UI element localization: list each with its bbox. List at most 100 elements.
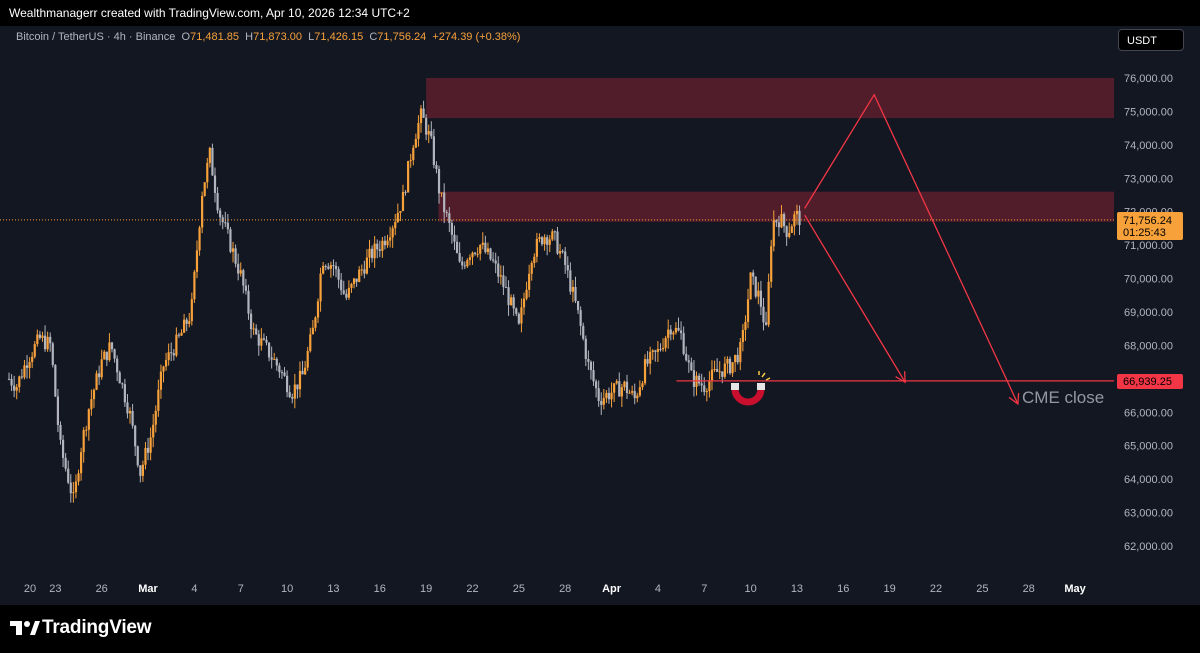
- candle-body: [365, 257, 369, 274]
- high-value: 71,873.00: [253, 31, 303, 43]
- current-price-value: 71,756.24: [1123, 215, 1172, 227]
- candle-body: [633, 391, 636, 399]
- candle-body: [734, 354, 737, 363]
- candle-body: [613, 383, 616, 393]
- candle-body: [262, 338, 266, 340]
- candle: [368, 239, 371, 268]
- currency-selector-button[interactable]: USDT: [1118, 29, 1184, 51]
- candle: [92, 388, 96, 408]
- candle: [159, 364, 163, 399]
- candle: [497, 256, 500, 283]
- candle: [574, 276, 577, 304]
- candle: [46, 331, 49, 352]
- candle: [455, 235, 459, 254]
- price-tick-label: 62,000.00: [1124, 541, 1173, 553]
- candle: [221, 214, 224, 230]
- candle-body: [752, 272, 755, 277]
- candle-body: [319, 273, 322, 302]
- candle: [651, 349, 654, 360]
- candle-body: [649, 351, 652, 364]
- candle-body: [468, 257, 472, 261]
- candle: [507, 280, 510, 316]
- candle-body: [363, 269, 366, 274]
- candle: [177, 332, 181, 338]
- candle-body: [576, 301, 580, 311]
- price-chart[interactable]: 62,000.00 63,000.00 64,000.00 65,000.00 66,0…: [0, 26, 1200, 605]
- candle-body: [31, 356, 34, 363]
- candle: [716, 358, 719, 372]
- candle-body: [260, 338, 263, 346]
- price-axis[interactable]: 62,000.00 63,000.00 64,000.00 65,000.00 66,0…: [1124, 73, 1173, 553]
- candle-body: [293, 384, 296, 399]
- candle-body: [484, 242, 487, 253]
- candle-body: [239, 270, 242, 274]
- candle: [87, 408, 90, 441]
- time-tick-label: 26: [96, 583, 108, 595]
- symbol-legend: Bitcoin / TetherUS · 4h · Binance O71,48…: [16, 31, 520, 43]
- candle: [38, 330, 41, 340]
- candle: [304, 360, 307, 375]
- candle: [512, 294, 515, 316]
- candle: [556, 226, 559, 255]
- time-axis[interactable]: 20 23 26 Mar 4 7 10 13 16 19 22 25 28 Apr 4 7 10 13 16 19 22…: [24, 583, 1087, 595]
- candle-body: [72, 492, 75, 494]
- candle-body: [41, 335, 44, 338]
- candle: [162, 365, 165, 383]
- time-tick-label: 4: [191, 583, 197, 595]
- candle: [757, 282, 760, 305]
- candle-body: [790, 226, 793, 233]
- candle-body: [401, 191, 405, 212]
- candle: [695, 371, 698, 396]
- candle-body: [659, 348, 662, 350]
- candle-body: [74, 481, 78, 493]
- candle: [110, 341, 114, 353]
- candle: [690, 357, 693, 371]
- candle: [515, 307, 518, 317]
- candle: [437, 165, 441, 204]
- candle: [412, 144, 415, 166]
- candle-body: [628, 392, 631, 394]
- candle: [386, 234, 389, 248]
- chart-frame[interactable]: 62,000.00 63,000.00 64,000.00 65,000.00 66,0…: [0, 26, 1200, 605]
- candle: [394, 213, 397, 236]
- candle: [180, 329, 183, 336]
- projection-arrows[interactable]: [804, 93, 1020, 406]
- candle: [234, 244, 237, 268]
- candle-body: [643, 359, 647, 384]
- candle: [499, 265, 502, 285]
- candle: [105, 351, 108, 367]
- candle-body: [625, 381, 629, 394]
- candle-body: [522, 298, 526, 308]
- candle-body: [98, 373, 101, 378]
- candle: [502, 265, 505, 296]
- candle: [419, 105, 423, 133]
- tradingview-logo[interactable]: TradingView: [10, 616, 152, 640]
- candle: [793, 211, 796, 236]
- candle: [667, 319, 670, 349]
- candles: [7, 100, 801, 503]
- close-label: C: [369, 31, 378, 43]
- candle: [571, 279, 575, 303]
- price-tick-label: 66,000.00: [1124, 407, 1173, 419]
- attribution-text: Wealthmanagerr created with TradingView.…: [9, 6, 410, 20]
- high-label: H: [245, 31, 254, 43]
- candle-body: [146, 447, 150, 453]
- supply-zone-2: [438, 191, 1114, 222]
- candle-body: [314, 317, 317, 328]
- candle-body: [322, 265, 325, 274]
- candle-body: [685, 353, 688, 361]
- time-tick-label: 22: [466, 583, 478, 595]
- candle: [327, 262, 330, 270]
- candle-body: [661, 347, 665, 350]
- candle-body: [128, 410, 132, 414]
- candle-body: [607, 392, 611, 400]
- candle: [677, 317, 680, 332]
- candle: [396, 203, 399, 224]
- candle-body: [412, 147, 415, 161]
- candle: [278, 362, 281, 378]
- candle-body: [213, 175, 217, 193]
- candle: [631, 385, 634, 396]
- candle: [103, 349, 106, 360]
- candle-body: [376, 243, 379, 250]
- candle: [530, 260, 533, 281]
